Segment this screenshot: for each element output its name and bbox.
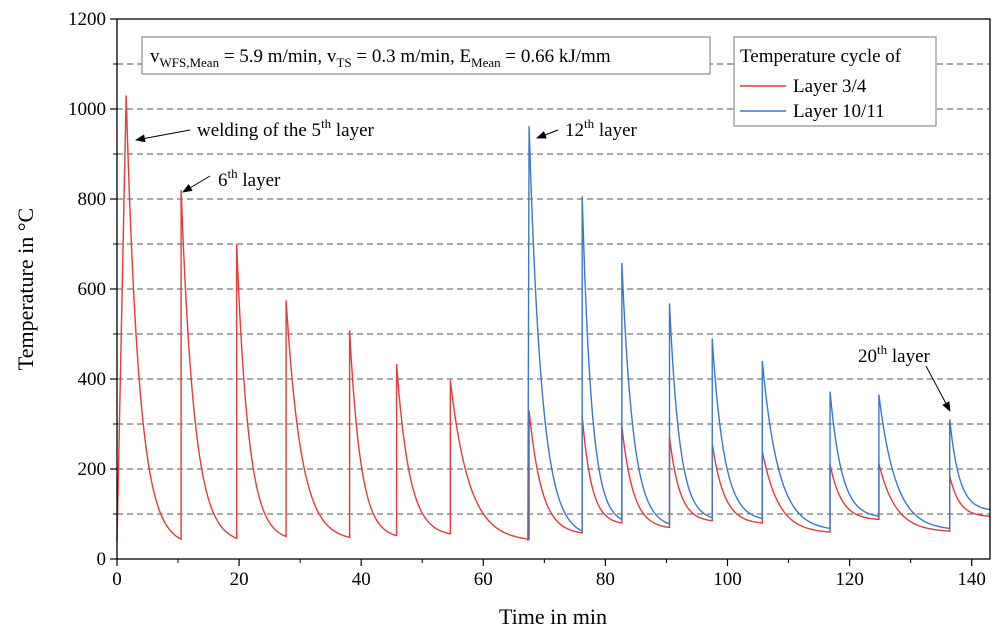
legend: Temperature cycle of Layer 3/4 Layer 10/… [734,37,936,126]
annotation-arrow-6th-layer [183,176,210,192]
y-tick-label: 0 [97,549,107,570]
y-tick-label: 600 [78,279,107,300]
parameters-box: vWFS,Mean = 5.9 m/min, vTS = 0.3 m/min, … [142,37,710,74]
annotation-20th-layer: 20th layer [858,342,931,367]
annotation-arrow-5th-layer [136,130,190,140]
annotation-5th-layer: welding of the 5th layer [197,116,375,141]
x-tick-label: 140 [957,569,986,590]
x-tick-label: 80 [596,569,615,590]
param-v-ts-value: = 0.3 m/min, E [352,46,471,67]
y-tick-label: 400 [78,369,107,390]
legend-title: Temperature cycle of [740,46,902,67]
legend-label-layer-10-11: Layer 10/11 [793,101,885,122]
y-tick-label: 1000 [68,99,106,120]
y-tick-label: 1200 [68,9,106,30]
param-v-wfs-value: = 5.9 m/min, v [219,46,337,67]
annotations: welding of the 5th layer 6th layer 12th … [136,116,950,411]
svg-text:vWFS,Mean = 5.9 m/min, vTS = 0: vWFS,Mean = 5.9 m/min, vTS = 0.3 m/min, … [150,46,611,70]
x-tick-label: 60 [474,569,493,590]
x-axis-title: Time in min [499,604,607,629]
series-layer [117,96,990,542]
param-v-wfs-sub: WFS,Mean [160,55,220,70]
annotation-arrow-20th-layer [926,366,950,411]
legend-label-layer-3-4: Layer 3/4 [793,76,867,97]
y-axis-title: Temperature in °C [13,208,38,370]
x-tick-label: 0 [112,569,122,590]
y-tick-label: 800 [78,189,107,210]
annotation-arrow-12th-layer [537,130,558,138]
param-v-wfs: v [150,46,160,67]
param-e-sub: Mean [471,55,501,70]
annotation-12th-layer: 12th layer [565,116,638,141]
x-tick-label: 100 [713,569,742,590]
x-tick-label: 40 [352,569,371,590]
x-tick-label: 120 [835,569,864,590]
y-tick-label: 200 [78,459,107,480]
x-tick-label: 20 [230,569,249,590]
annotation-6th-layer: 6th layer [218,166,281,191]
param-v-ts-sub: TS [336,55,351,70]
param-e-value: = 0.66 kJ/mm [501,46,611,67]
